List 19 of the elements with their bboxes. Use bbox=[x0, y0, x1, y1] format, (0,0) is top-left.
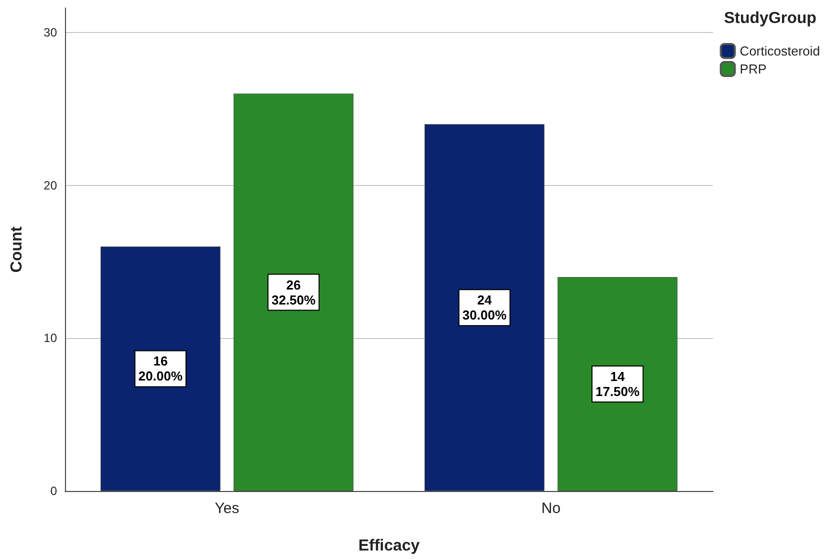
data-label: 24 30.00% bbox=[462, 292, 507, 323]
y-tick-label: 30 bbox=[44, 25, 58, 40]
legend-label: PRP bbox=[740, 62, 767, 76]
x-tick-label: No bbox=[541, 500, 561, 517]
data-label: 16 20.00% bbox=[138, 354, 183, 384]
y-tick-label: 20 bbox=[44, 178, 58, 192]
data-label: 26 32.50% bbox=[271, 277, 316, 308]
y-axis-title: Count bbox=[8, 226, 26, 273]
bar bbox=[234, 94, 354, 491]
data-label: 14 17.50% bbox=[595, 369, 640, 400]
y-tick-label: 0 bbox=[50, 484, 58, 498]
legend-title: StudyGroup bbox=[724, 10, 816, 28]
x-tick-label: Yes bbox=[214, 500, 240, 517]
bar bbox=[558, 277, 678, 491]
legend-label: Corticosteroid bbox=[740, 44, 820, 58]
bar bbox=[424, 124, 544, 491]
x-axis-title: Efficacy bbox=[358, 538, 420, 554]
y-tick-label: 10 bbox=[44, 331, 58, 346]
bar bbox=[100, 246, 220, 491]
